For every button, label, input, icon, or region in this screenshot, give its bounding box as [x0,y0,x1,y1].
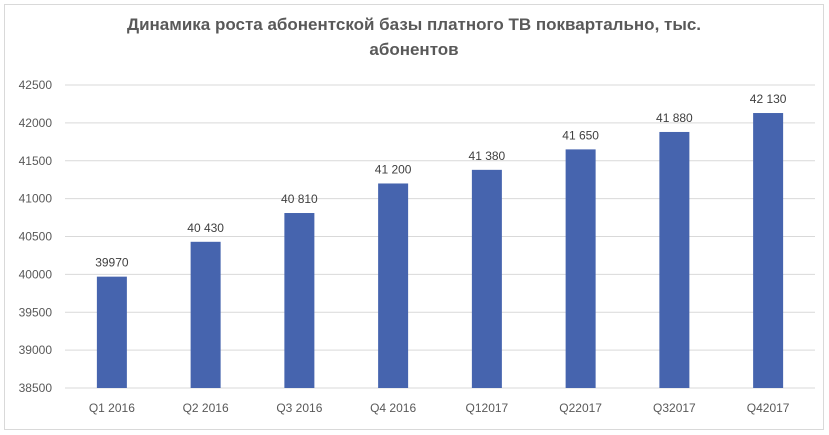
data-label: 42 130 [750,92,787,106]
data-label: 41 380 [469,149,506,163]
x-tick-label: Q3 2016 [276,401,322,415]
x-tick-label: Q32017 [653,401,696,415]
data-label: 39970 [95,256,129,270]
y-tick-label: 39000 [19,343,53,357]
x-tick-label: Q1 2016 [89,401,135,415]
bar [471,169,502,388]
x-tick-label: Q4 2016 [370,401,416,415]
y-tick-label: 40500 [19,230,53,244]
data-label: 40 430 [187,221,224,235]
data-label: 41 650 [562,128,599,142]
bar [190,241,221,388]
y-tick-label: 42000 [19,116,53,130]
y-tick-label: 39500 [19,305,53,319]
y-tick-label: 40000 [19,267,53,281]
y-tick-label: 41500 [19,154,53,168]
bar [753,113,784,388]
x-tick-label: Q2 2016 [183,401,229,415]
bar [284,213,315,388]
y-tick-label: 41000 [19,192,53,206]
bar [378,183,409,388]
bar [659,131,690,388]
chart-title-line-1: Динамика роста абонентской базы платного… [127,15,701,34]
bar [96,276,127,388]
y-tick-label: 42500 [19,78,53,92]
chart-title-line-2: абонентов [369,40,458,59]
x-tick-label: Q12017 [466,401,509,415]
y-tick-label: 38500 [19,381,53,395]
bar [565,149,596,388]
x-tick-label: Q22017 [559,401,602,415]
data-label: 41 200 [375,162,412,176]
data-label: 41 880 [656,111,693,125]
data-label: 40 810 [281,192,318,206]
x-tick-label: Q42017 [747,401,790,415]
